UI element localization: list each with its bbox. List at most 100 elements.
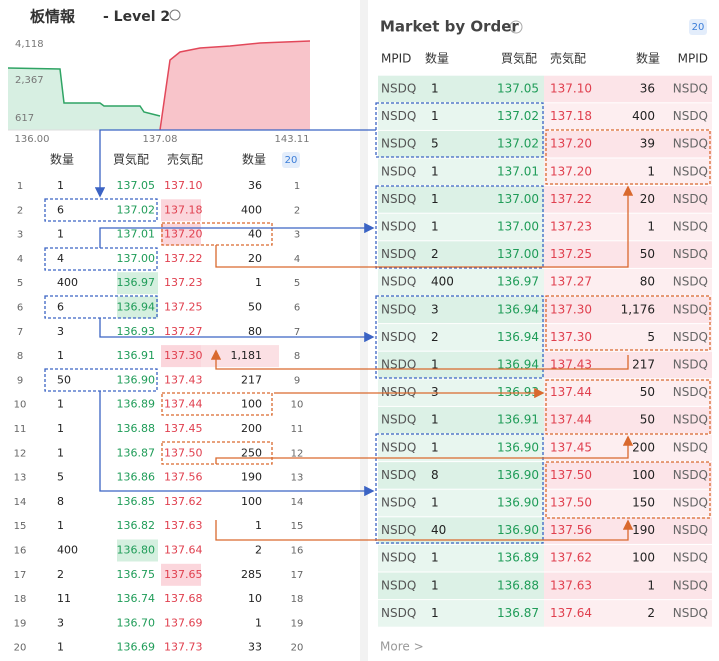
cell: 137.56 [550, 523, 592, 537]
info-icon[interactable] [509, 20, 523, 34]
cell: 1,181 [231, 349, 263, 362]
cell: 50 [640, 413, 655, 427]
cell: 400 [241, 203, 262, 216]
cell: 1 [57, 446, 64, 459]
cell: NSDQ [673, 192, 708, 206]
cell: 137.25 [164, 301, 203, 314]
cell: 3 [294, 230, 300, 241]
depth-badge[interactable]: 20 [692, 22, 705, 33]
cell: 136.86 [117, 471, 156, 484]
cell: 136.91 [497, 413, 539, 427]
cell: 3 [57, 616, 64, 629]
cell: 1 [57, 398, 64, 411]
cell: 36 [640, 82, 655, 96]
cell: 80 [640, 275, 655, 289]
cell: 136.87 [497, 606, 539, 620]
bid-cell-bg [378, 213, 544, 241]
cell: 137.02 [497, 137, 539, 151]
arrow [215, 185, 634, 268]
cell: 1 [57, 422, 64, 435]
cell: 136.74 [117, 592, 156, 605]
level-dropdown-icon[interactable] [169, 9, 181, 21]
cell: 100 [632, 551, 655, 565]
cell: 136.88 [117, 422, 156, 435]
cell: 1 [431, 496, 439, 510]
cell: 18 [291, 594, 304, 605]
cell: NSDQ [673, 358, 708, 372]
cell: NSDQ [673, 137, 708, 151]
cell: 137.30 [550, 330, 592, 344]
cell: 1,176 [621, 302, 655, 316]
x-label: 143.11 [275, 134, 310, 145]
column-header: 数量 [636, 51, 660, 66]
bid-cell-bg [378, 489, 544, 517]
cell: 1 [431, 413, 439, 427]
cell: NSDQ [673, 82, 708, 96]
cell: 8 [17, 351, 23, 362]
box [375, 433, 544, 544]
cell: 39 [640, 137, 655, 151]
cell: 136.89 [117, 398, 156, 411]
cell: 137.23 [164, 276, 203, 289]
ask-depth-line [159, 40, 311, 131]
cell: 12 [291, 448, 304, 459]
cell: 14 [291, 497, 304, 508]
cell: 33 [248, 641, 262, 654]
column-header: 売気配 [550, 51, 586, 66]
box [545, 129, 711, 185]
cell: 137.25 [550, 247, 592, 261]
cell: 2 [647, 606, 655, 620]
level-selector[interactable]: - Level 2 [103, 9, 170, 25]
cell: 20 [291, 643, 304, 654]
cell: 137.18 [550, 109, 592, 123]
box [161, 222, 273, 246]
cell: NSDQ [381, 137, 416, 151]
cell: 8 [57, 495, 64, 508]
cell: 137.56 [164, 471, 203, 484]
box [44, 198, 158, 222]
cell: NSDQ [381, 358, 416, 372]
bid-cell-bg [378, 572, 544, 600]
bid-cell-bg [378, 434, 544, 462]
cell: 1 [431, 578, 439, 592]
cell: 1 [57, 349, 64, 362]
cell: 4 [17, 254, 23, 265]
column-header: MPID [381, 52, 411, 66]
cell: 136.90 [497, 523, 539, 537]
ask-cell-bg [544, 268, 712, 296]
cell: NSDQ [381, 109, 416, 123]
cell: NSDQ [381, 468, 416, 482]
cell: NSDQ [673, 606, 708, 620]
cell: 5 [294, 278, 300, 289]
cell: 136.90 [117, 373, 156, 386]
cell: 2 [57, 568, 64, 581]
cell: 136.90 [497, 468, 539, 482]
cell: 11 [57, 592, 71, 605]
cell: 4 [294, 254, 300, 265]
more-link[interactable]: More > [380, 640, 424, 654]
cell: 137.27 [550, 275, 592, 289]
ask-cell-bg [544, 324, 712, 351]
cell: 36 [248, 179, 262, 192]
cell: 137.30 [164, 349, 203, 362]
cell: 5 [647, 330, 655, 344]
arrow [215, 519, 634, 541]
cell: 137.65 [164, 568, 203, 581]
bid-cell-bg [378, 103, 544, 130]
depth-badge-bg[interactable] [282, 152, 300, 168]
cell: 1 [431, 440, 439, 454]
cell: NSDQ [381, 275, 416, 289]
cell: 16 [14, 546, 27, 557]
cell: 137.44 [164, 398, 203, 411]
arrow [210, 349, 629, 370]
cell: 6 [57, 203, 64, 216]
cell: 1 [431, 164, 439, 178]
cell: 20 [248, 252, 262, 265]
depth-badge-bg[interactable] [689, 19, 707, 35]
depth-badge[interactable]: 20 [285, 155, 298, 166]
cell: 1 [431, 82, 439, 96]
column-header: 買気配 [501, 51, 537, 66]
ask-depth-area [160, 41, 310, 130]
cell: 40 [248, 228, 262, 241]
